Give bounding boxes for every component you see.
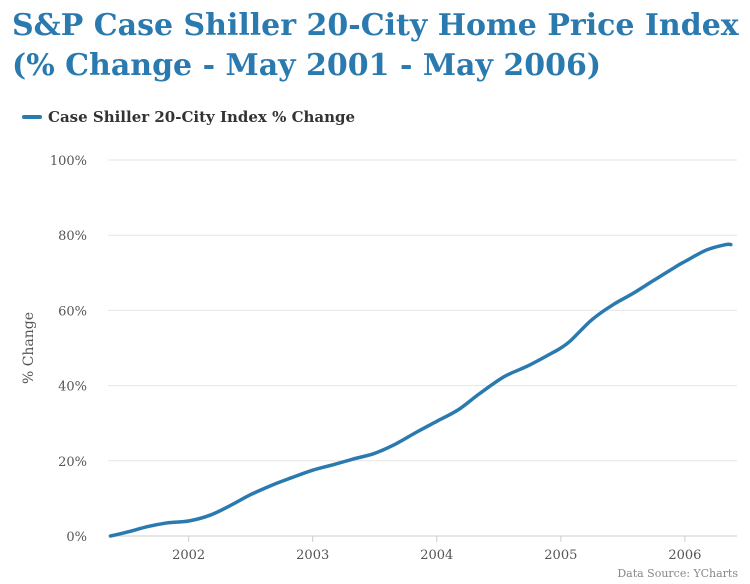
y-tick-label: 0% bbox=[66, 530, 87, 545]
series-line-0[interactable] bbox=[108, 242, 733, 538]
grid-layer bbox=[108, 159, 737, 462]
x-tick-label: 2004 bbox=[420, 548, 453, 563]
legend-swatch bbox=[22, 115, 42, 119]
y-tick-label: 40% bbox=[58, 380, 87, 395]
x-tick-label: 2002 bbox=[172, 548, 205, 563]
y-tick-label: 20% bbox=[58, 455, 87, 470]
series-layer bbox=[108, 242, 733, 538]
legend-label: Case Shiller 20-City Index % Change bbox=[48, 108, 356, 126]
data-source-label: Data Source: YCharts bbox=[617, 567, 738, 580]
x-tick-label: 2005 bbox=[544, 548, 577, 563]
chart-title-line-1: S&P Case Shiller 20-City Home Price Inde… bbox=[12, 8, 739, 43]
x-tick-label: 2003 bbox=[296, 548, 329, 563]
y-axis-tick-labels: 0% 20% 40% 60% 80% 100% bbox=[50, 154, 87, 545]
x-axis-tick-labels: 2002 2003 2004 2005 2006 bbox=[172, 536, 701, 563]
x-tick-label: 2006 bbox=[668, 548, 701, 563]
chart-title-line-2: (% Change - May 2001 - May 2006) bbox=[12, 48, 602, 83]
y-tick-label: 60% bbox=[58, 304, 87, 319]
legend[interactable]: Case Shiller 20-City Index % Change bbox=[22, 108, 355, 126]
chart-title: S&P Case Shiller 20-City Home Price Inde… bbox=[12, 6, 747, 86]
y-axis-label: % Change bbox=[21, 312, 37, 384]
y-tick-label: 100% bbox=[50, 154, 87, 169]
y-tick-label: 80% bbox=[58, 229, 87, 244]
